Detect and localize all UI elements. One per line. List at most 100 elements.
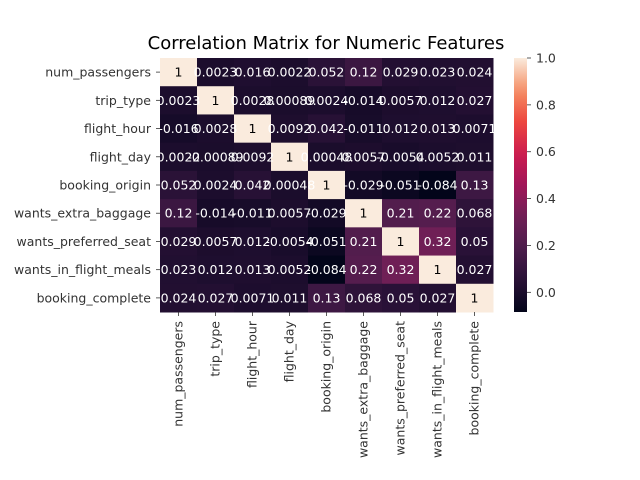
cell-value-label-2-3: 0.0092 bbox=[268, 121, 312, 136]
cell-value-label-6-4: -0.051 bbox=[306, 234, 346, 249]
cell-value-label-8-0: 0.024 bbox=[161, 290, 197, 305]
cell-value-label-1-2: 0.0028 bbox=[231, 93, 275, 108]
heatmap-cell-3-0 bbox=[160, 142, 198, 172]
heatmap-cell-3-3 bbox=[271, 142, 309, 172]
cell-value-label-2-1: 0.0028 bbox=[194, 121, 238, 136]
y-tick-label: booking_origin bbox=[59, 178, 151, 193]
cell-value-label-3-1: -0.00089 bbox=[187, 149, 243, 164]
heatmap-cell-8-3 bbox=[271, 283, 309, 313]
cell-value-label-2-4: 0.042 bbox=[309, 121, 345, 136]
cell-value-label-1-1: 1 bbox=[212, 93, 220, 108]
colorbar-ticks: 0.0 0.2 0.4 0.6 0.8 1.0 bbox=[527, 51, 556, 300]
cell-value-label-4-8: 0.13 bbox=[461, 178, 489, 193]
cell-value-label-0-5: 0.12 bbox=[350, 65, 378, 80]
x-tick-label: booking_origin bbox=[319, 321, 334, 413]
heatmap-cell-0-1 bbox=[197, 58, 235, 87]
y-axis-ticks: num_passengers trip_type flight_hourflight… bbox=[14, 65, 160, 305]
heatmap-cell-6-5 bbox=[345, 227, 383, 257]
x-axis-ticks: num_passengers trip_type flight_hour flight… bbox=[171, 312, 482, 458]
heatmap-cell-5-3 bbox=[271, 199, 309, 228]
cell-value-label-0-4: 0.052 bbox=[309, 65, 345, 80]
cell-value-label-3-8: 0.011 bbox=[457, 149, 493, 164]
heatmap-cell-8-1 bbox=[197, 283, 235, 313]
cell-value-label-4-7: -0.084 bbox=[417, 178, 457, 193]
heatmap-cell-6-8 bbox=[456, 227, 494, 257]
heatmap-cell-2-8 bbox=[456, 114, 494, 144]
heatmap-cell-6-3 bbox=[271, 227, 309, 257]
colorbar-tick-label: 0.6 bbox=[536, 144, 556, 159]
x-tick-label: wants_in_flight_meals bbox=[430, 321, 445, 458]
cell-value-label-5-1: -0.014 bbox=[195, 206, 235, 221]
heatmap-cell-4-2 bbox=[234, 170, 272, 200]
heatmap-cell-6-6 bbox=[382, 227, 420, 257]
heatmap-cell-1-2 bbox=[234, 86, 272, 115]
cell-value-label-5-5: 1 bbox=[360, 206, 368, 221]
heatmap-cell-4-6 bbox=[382, 170, 420, 200]
cell-value-label-7-8: 0.027 bbox=[457, 262, 493, 277]
cell-value-label-1-4: 0.0024 bbox=[305, 93, 349, 108]
cell-value-label-6-0: 0.029 bbox=[161, 234, 197, 249]
heatmap-cell-0-6 bbox=[382, 58, 420, 87]
cell-value-label-4-4: 1 bbox=[323, 178, 331, 193]
heatmap-cell-4-7 bbox=[419, 170, 457, 200]
cell-value-label-4-0: 0.052 bbox=[161, 178, 197, 193]
heatmap-cell-1-3 bbox=[271, 86, 309, 115]
cell-value-label-8-2: 0.0071 bbox=[231, 290, 275, 305]
cell-value-label-5-2: -0.011 bbox=[232, 206, 272, 221]
heatmap-cell-1-6 bbox=[382, 86, 420, 115]
colorbar-tick-label: 0.2 bbox=[536, 238, 556, 253]
y-tick-label: flight_day bbox=[90, 149, 152, 164]
heatmap-cell-5-0 bbox=[160, 199, 198, 228]
heatmap-cell-2-4 bbox=[308, 114, 346, 144]
cell-value-label-7-1: 0.012 bbox=[198, 262, 234, 277]
heatmap-cell-4-4 bbox=[308, 170, 346, 200]
cell-value-label-0-2: 0.016 bbox=[235, 65, 271, 80]
heatmap-cell-4-0 bbox=[160, 170, 198, 200]
cell-value-label-1-3: 0.00089 bbox=[264, 93, 316, 108]
heatmap-cell-7-7 bbox=[419, 255, 457, 285]
heatmap-cell-6-0 bbox=[160, 227, 198, 257]
heatmap-cell-8-5 bbox=[345, 283, 383, 313]
cell-value-label-1-0: 0.0023 bbox=[157, 93, 201, 108]
chart-title: Correlation Matrix for Numeric Features bbox=[148, 33, 505, 54]
cell-value-label-2-5: -0.011 bbox=[343, 121, 383, 136]
heatmap-cell-3-6 bbox=[382, 142, 420, 172]
cell-value-label-2-2: 1 bbox=[249, 121, 257, 136]
cell-value-label-2-0: -0.016 bbox=[158, 121, 198, 136]
heatmap-cell-1-8 bbox=[456, 86, 494, 115]
heatmap-cell-7-3 bbox=[271, 255, 309, 285]
heatmap-cell-1-0 bbox=[160, 86, 198, 115]
colorbar-tick-label: 0.4 bbox=[536, 191, 556, 206]
heatmap-cell-7-8 bbox=[456, 255, 494, 285]
heatmap-cell-0-2 bbox=[234, 58, 272, 87]
y-tick-label: booking_complete bbox=[37, 290, 152, 305]
heatmap-cell-6-2 bbox=[234, 227, 272, 257]
cell-value-label-3-2: 0.0092 bbox=[231, 149, 275, 164]
cell-value-label-2-7: 0.013 bbox=[420, 121, 456, 136]
cell-value-label-4-2: 0.042 bbox=[235, 178, 271, 193]
cell-value-label-1-6: 0.0057 bbox=[379, 93, 423, 108]
y-tick-label: wants_in_flight_meals bbox=[14, 262, 151, 277]
heatmap-cell-8-0 bbox=[160, 283, 198, 313]
heatmap-cell-0-3 bbox=[271, 58, 309, 87]
heatmap-cell-8-8 bbox=[456, 283, 494, 313]
heatmap-cell-5-8 bbox=[456, 199, 494, 228]
heatmap-cell-0-8 bbox=[456, 58, 494, 87]
heatmap-cell-7-0 bbox=[160, 255, 198, 285]
cell-value-label-4-3: 0.00048 bbox=[264, 178, 316, 193]
heatmap-cell-5-7 bbox=[419, 199, 457, 228]
colorbar-tick-label: 0.8 bbox=[536, 97, 556, 112]
cell-value-label-8-3: 0.011 bbox=[272, 290, 308, 305]
cell-value-label-4-5: -0.029 bbox=[343, 178, 383, 193]
cell-value-label-5-0: 0.12 bbox=[165, 206, 193, 221]
cell-value-label-0-8: 0.024 bbox=[457, 65, 493, 80]
cell-value-label-8-4: 0.13 bbox=[313, 290, 341, 305]
heatmap-cell-0-0 bbox=[160, 58, 198, 87]
heatmap-cell-2-1 bbox=[197, 114, 235, 144]
cell-value-label-2-8: 0.0071 bbox=[453, 121, 497, 136]
heatmap-cell-0-7 bbox=[419, 58, 457, 87]
cell-value-label-3-3: 1 bbox=[286, 149, 294, 164]
heatmap-cell-2-6 bbox=[382, 114, 420, 144]
cell-value-label-8-6: 0.05 bbox=[387, 290, 415, 305]
cell-value-label-6-1: 0.0057 bbox=[194, 234, 238, 249]
